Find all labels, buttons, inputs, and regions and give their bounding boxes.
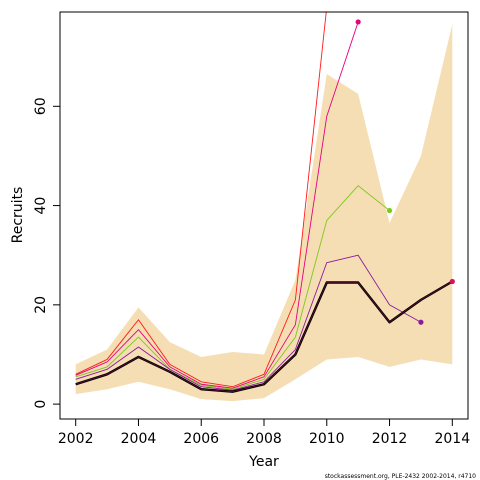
confidence-band <box>75 24 453 402</box>
series-end-point-1 <box>449 278 455 285</box>
series-line-1-core <box>75 281 453 393</box>
x-tick-label: 2004 <box>121 431 157 447</box>
x-tick-label: 2008 <box>246 431 282 447</box>
y-axis-title: Recruits <box>10 187 26 244</box>
series-line-3 <box>75 185 390 390</box>
source-footnote: stockassessment.org, PLE-2432 2002-2014,… <box>325 473 476 480</box>
series-line-5 <box>75 12 327 388</box>
series-end-point-4 <box>355 19 361 25</box>
series-end-point-2 <box>418 319 424 325</box>
series-line-2 <box>75 254 422 391</box>
x-axis-title: Year <box>248 454 279 470</box>
y-tick-label: 40 <box>33 197 49 215</box>
x-tick-label: 2006 <box>183 431 219 447</box>
series-line-4 <box>75 21 359 389</box>
series-end-point-3 <box>386 207 393 214</box>
x-tick-label: 2002 <box>58 431 94 447</box>
x-tick-label: 2012 <box>372 431 408 447</box>
x-tick-label: 2010 <box>309 431 345 447</box>
y-tick-label: 60 <box>33 97 49 115</box>
y-tick-label: 20 <box>33 296 49 314</box>
y-tick-label: 0 <box>33 400 49 409</box>
x-tick-label: 2014 <box>434 431 470 447</box>
